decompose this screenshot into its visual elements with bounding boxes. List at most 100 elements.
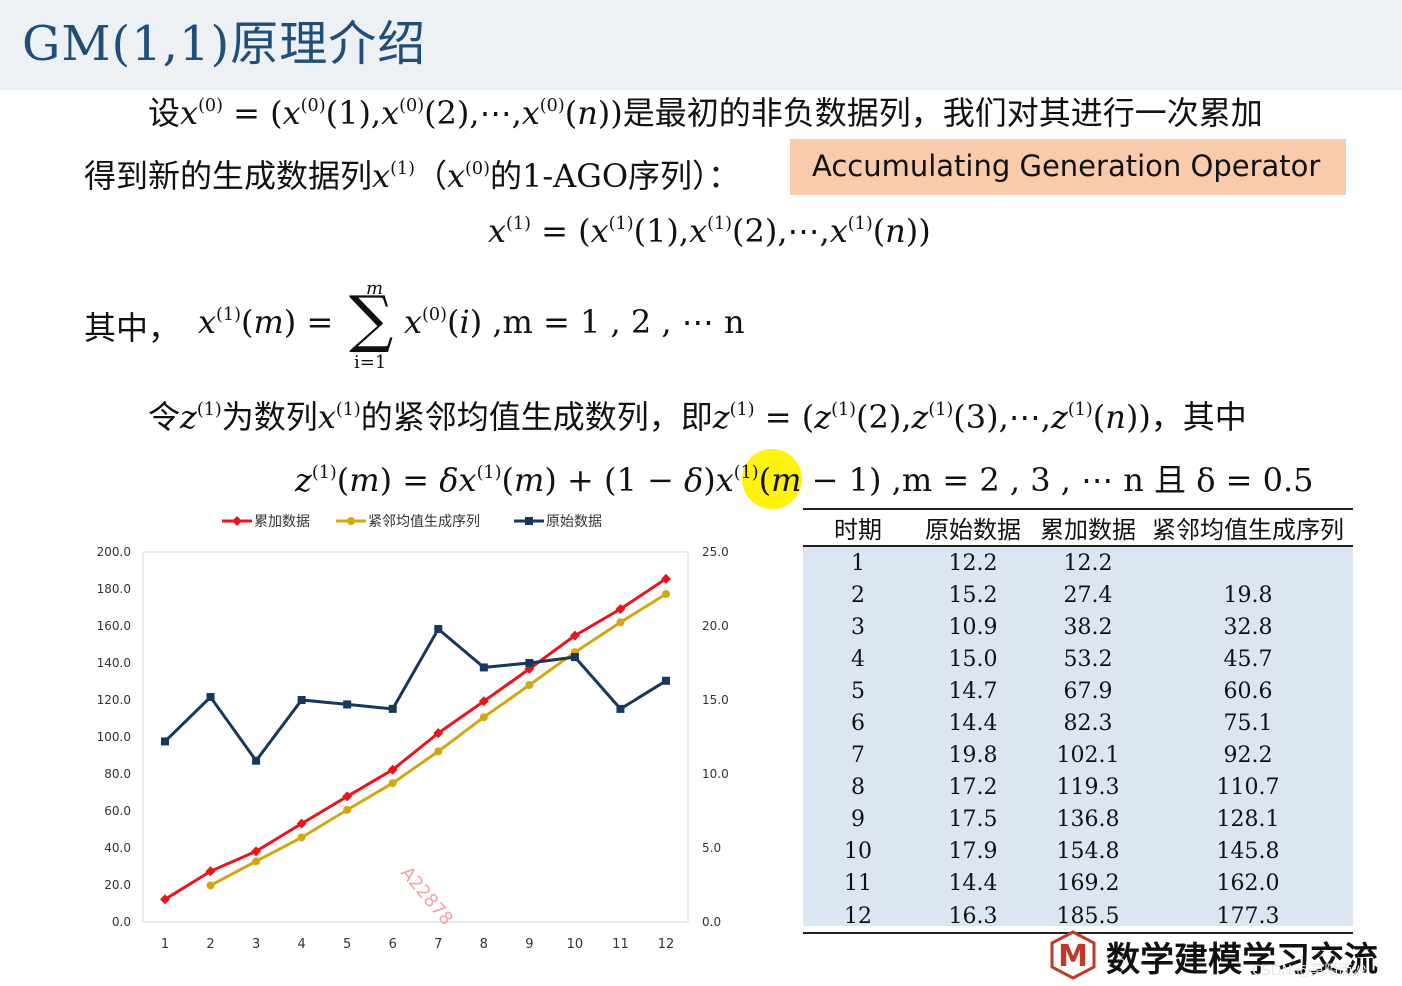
- legend-label: 累加数据: [254, 514, 310, 530]
- table-cell: 11: [844, 871, 872, 897]
- table-header-cell: 时期: [803, 508, 913, 547]
- data-point: [297, 696, 306, 704]
- data-point: [525, 681, 534, 690]
- table-cell: 119.3: [1056, 775, 1120, 801]
- table-cell: 154.8: [1056, 839, 1120, 865]
- table-cell: 82.3: [1063, 711, 1113, 737]
- x-tick-label: 10: [567, 937, 584, 952]
- data-point: [433, 728, 444, 739]
- table-header-cell: 原始数据: [913, 508, 1033, 547]
- data-point: [343, 805, 352, 814]
- x-tick-label: 5: [343, 937, 351, 952]
- logo-icon: M: [1050, 930, 1096, 980]
- data-point: [206, 881, 215, 890]
- series-line: [164, 577, 667, 901]
- table-row: 3 10.9 38.2 32.8: [803, 611, 1353, 643]
- y-left-tick-label: 100.0: [97, 730, 131, 744]
- x-tick-label: 11: [612, 937, 629, 952]
- table-cell: 169.2: [1056, 871, 1120, 897]
- table-cell: 32.8: [1223, 614, 1273, 640]
- table-cell: 19.8: [948, 743, 998, 769]
- data-point: [342, 791, 353, 802]
- data-point: [479, 713, 488, 722]
- table-cell: 12: [803, 900, 913, 935]
- y-left-tick-label: 160.0: [97, 619, 131, 633]
- table-row: 2 15.2 27.4 19.8: [803, 579, 1353, 611]
- table-cell: 12.2: [948, 550, 998, 576]
- y-left-tick-label: 20.0: [104, 878, 131, 892]
- table-cell: [1143, 546, 1353, 579]
- sum-lower-limit: i=1: [354, 352, 387, 373]
- table-cell: 27.4: [1063, 582, 1113, 608]
- csdn-credit: CSDN @莫陌而沙: [1252, 963, 1367, 979]
- data-point: [478, 696, 489, 707]
- svg-text:M: M: [1058, 939, 1088, 974]
- data-point: [206, 693, 215, 702]
- table-cell: 145.8: [1216, 839, 1280, 865]
- table-cell: 8: [851, 775, 865, 801]
- title-bar: [0, 0, 1402, 90]
- table-cell: 19.8: [1223, 582, 1273, 608]
- y-left-tick-label: 80.0: [104, 767, 131, 781]
- cursor-highlight: [742, 449, 802, 509]
- data-point: [343, 700, 352, 709]
- formula-line-3: x(1) = (x(1)(1),x(1)(2),⋯,x(1)(n)): [488, 212, 931, 250]
- table-cell: 92.2: [1223, 743, 1273, 769]
- y-right-tick-label: 5.0: [702, 841, 721, 855]
- table-cell: 10.9: [948, 614, 998, 640]
- table-row: 10 17.9 154.8 145.8: [803, 836, 1353, 868]
- table-row: 7 19.8 102.1 92.2: [803, 740, 1353, 772]
- table-cell: 14.7: [948, 678, 998, 704]
- table-cell: 53.2: [1063, 646, 1113, 672]
- table-row: 8 17.2 119.3 110.7: [803, 772, 1353, 804]
- x-tick-label: 9: [525, 937, 533, 952]
- table-cell: 16.3: [913, 900, 1033, 935]
- y-left-tick-label: 120.0: [97, 693, 131, 707]
- table-row: 4 15.0 53.2 45.7: [803, 643, 1353, 675]
- x-tick-label: 6: [389, 937, 397, 952]
- table-row: 12 16.3 185.5 177.3: [803, 900, 1353, 935]
- data-point: [525, 659, 534, 667]
- data-point: [662, 676, 670, 685]
- data-point: [434, 747, 443, 756]
- formula-line-2: 得到新的生成数据列x(1)（x(0)的1-AGO序列）：: [84, 157, 741, 195]
- table-cell: 9: [851, 807, 865, 833]
- formula-line-4-lhs: x(1)(m) =: [198, 303, 334, 341]
- plot-area: [142, 551, 689, 923]
- table-cell: 5: [851, 678, 865, 704]
- slide-title: GM(1,1)原理介绍: [22, 16, 427, 72]
- table-cell: 10: [844, 839, 872, 865]
- table-cell: 45.7: [1223, 646, 1273, 672]
- table-row: 1 12.2 12.2: [803, 546, 1353, 579]
- table-row: 9 17.5 136.8 128.1: [803, 804, 1353, 836]
- data-point: [524, 663, 535, 674]
- formula-line-5: 令z(1)为数列x(1)的紧邻均值生成数列，即z(1) = (z(1)(2),z…: [148, 398, 1247, 436]
- table-cell: 4: [851, 646, 865, 672]
- legend-marker: [232, 516, 242, 526]
- y-right-tick-label: 20.0: [702, 619, 729, 633]
- data-point: [252, 756, 261, 765]
- table-cell: 14.4: [948, 871, 998, 897]
- table-cell: 102.1: [1056, 743, 1120, 769]
- table-cell: 12.2: [1063, 550, 1113, 576]
- table-cell: 185.5: [1033, 900, 1143, 935]
- chart-svg: 0.020.040.060.080.0100.0120.0140.0160.01…: [97, 514, 729, 952]
- table-cell: 17.5: [948, 807, 998, 833]
- table-row: 11 14.4 169.2 162.0: [803, 868, 1353, 900]
- table-cell: 17.9: [948, 839, 998, 865]
- table-header-cell: 累加数据: [1033, 508, 1143, 547]
- data-point: [297, 833, 306, 842]
- data-point: [434, 624, 443, 633]
- legend-label: 紧邻均值生成序列: [368, 514, 480, 530]
- formula-line-4-rhs: x(0)(i) ,m = 1 , 2 , ⋯ n: [404, 303, 745, 341]
- table-cell: 110.7: [1216, 775, 1280, 801]
- table-cell: 7: [851, 743, 865, 769]
- y-right-tick-label: 10.0: [702, 767, 729, 781]
- table-cell: 136.8: [1056, 807, 1120, 833]
- data-point: [661, 573, 671, 584]
- table-cell: 2: [851, 582, 865, 608]
- watermark: A22878: [396, 863, 457, 930]
- data-point: [205, 866, 216, 877]
- data-point: [251, 846, 262, 857]
- data-point: [479, 663, 488, 672]
